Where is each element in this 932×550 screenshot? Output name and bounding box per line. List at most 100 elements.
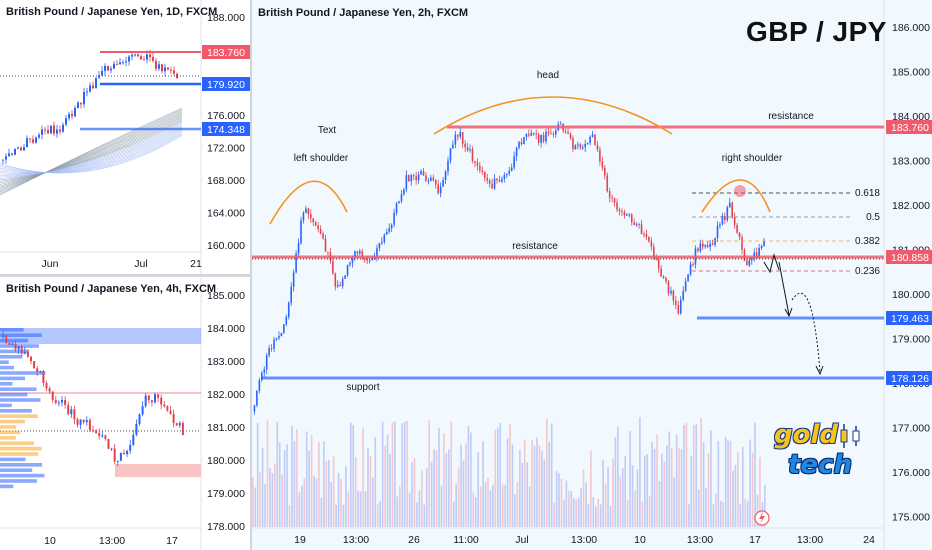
volume-bar bbox=[685, 422, 688, 527]
right-shoulder-marker[interactable] bbox=[734, 185, 746, 197]
volume-bar bbox=[550, 423, 553, 527]
axis-tick-label: 185.000 bbox=[892, 67, 930, 79]
volume-bar bbox=[310, 434, 313, 527]
chart-panel-4h[interactable]: 185.000 184.000 183.000 182.000 181.000 180.0… bbox=[0, 276, 250, 550]
volume-bar bbox=[408, 492, 411, 527]
projection-down-arrow[interactable] bbox=[778, 261, 790, 316]
volume-bar bbox=[705, 487, 707, 527]
volume-bar bbox=[636, 469, 639, 527]
left-shoulder-arc[interactable] bbox=[269, 180, 348, 225]
candle-body bbox=[2, 159, 4, 161]
price-tag: 179.463 bbox=[886, 311, 932, 325]
axis-tick-label: 160.000 bbox=[207, 240, 245, 252]
candle-body bbox=[107, 65, 109, 71]
axis-tick-label: 182.000 bbox=[892, 200, 930, 212]
candle-body bbox=[751, 257, 753, 261]
volume-bar bbox=[293, 441, 296, 527]
volume-bar bbox=[281, 474, 283, 527]
volume-bar bbox=[428, 420, 430, 527]
candle-body bbox=[643, 233, 645, 235]
time-axis-label: 13:00 bbox=[571, 534, 597, 546]
chart-panel-2h[interactable]: head Text left shoulder right shoulder r… bbox=[252, 0, 932, 550]
candle-body bbox=[137, 54, 139, 57]
axis-tick-label: 180.000 bbox=[207, 455, 245, 467]
candle-body bbox=[292, 272, 295, 287]
candle-body bbox=[459, 131, 462, 137]
projection-path[interactable] bbox=[763, 253, 780, 274]
right-shoulder-arc[interactable] bbox=[701, 179, 771, 213]
panel-divider-horizontal[interactable] bbox=[0, 274, 250, 276]
candle-body bbox=[128, 56, 130, 62]
volume-profile-bar bbox=[0, 441, 35, 445]
volume-profile-bar bbox=[0, 333, 42, 337]
volume-bar bbox=[418, 490, 421, 527]
moving-average-line bbox=[0, 114, 183, 188]
volume-bar bbox=[325, 461, 328, 527]
candle-body bbox=[733, 217, 736, 226]
candle-body bbox=[344, 275, 346, 279]
volume-bar bbox=[523, 439, 526, 527]
candle-body bbox=[738, 232, 741, 237]
volume-bar bbox=[651, 442, 653, 527]
candle-body bbox=[166, 406, 169, 411]
candle-body bbox=[368, 260, 371, 262]
moving-average-line bbox=[0, 133, 183, 173]
lightning-icon[interactable] bbox=[754, 510, 770, 526]
volume-bar bbox=[739, 504, 742, 527]
time-axis-label: 13:00 bbox=[797, 534, 823, 546]
moving-average-line bbox=[0, 125, 183, 175]
candle-body bbox=[584, 144, 586, 148]
candle-body bbox=[405, 175, 408, 190]
projection-dotted-path[interactable] bbox=[791, 292, 821, 373]
candle-body bbox=[672, 290, 675, 301]
volume-profile-bar bbox=[0, 468, 33, 472]
volume-bar bbox=[511, 444, 514, 527]
volume-bar bbox=[744, 498, 747, 527]
volume-profile-bar bbox=[0, 328, 24, 332]
volume-bar bbox=[291, 426, 293, 527]
chart-2h-canvas[interactable]: head Text left shoulder right shoulder r… bbox=[252, 0, 932, 550]
candle-body bbox=[682, 290, 684, 300]
candle-body bbox=[457, 134, 459, 137]
volume-bar bbox=[264, 484, 266, 527]
time-axis-label: 21 bbox=[190, 258, 202, 270]
candle-body bbox=[638, 224, 640, 226]
candle-body bbox=[540, 135, 542, 143]
volume-bar bbox=[746, 500, 749, 527]
logo-line-tech: tech bbox=[788, 450, 852, 480]
candle-body bbox=[131, 54, 133, 57]
candle-body bbox=[728, 202, 731, 208]
candle-body bbox=[110, 68, 112, 71]
candle-body bbox=[491, 183, 493, 189]
chart-1d-canvas[interactable]: 188.000184.000180.000176.000172.000168.0… bbox=[0, 0, 250, 274]
head-arc[interactable] bbox=[433, 96, 673, 135]
candle-body bbox=[488, 180, 491, 184]
volume-bar bbox=[734, 464, 737, 527]
panel-divider[interactable] bbox=[250, 0, 252, 550]
volume-bar bbox=[742, 447, 744, 527]
volume-bar bbox=[506, 438, 509, 527]
candle-body bbox=[709, 243, 711, 248]
candle-body bbox=[586, 142, 589, 145]
volume-bar bbox=[634, 490, 636, 527]
volume-bar bbox=[489, 490, 492, 527]
time-axis-label: 10 bbox=[44, 535, 56, 547]
candle-body bbox=[704, 245, 707, 247]
volume-profile-bar bbox=[0, 457, 26, 462]
volume-profile-bar bbox=[0, 365, 14, 370]
chart-panel-1d[interactable]: 188.000184.000180.000176.000172.000168.0… bbox=[0, 0, 250, 274]
candle-body bbox=[466, 147, 469, 151]
volume-bar bbox=[474, 497, 477, 527]
candle-body bbox=[278, 336, 280, 339]
candle-body bbox=[711, 243, 714, 245]
candle-body bbox=[692, 264, 694, 266]
candle-body bbox=[181, 422, 184, 436]
candle-body bbox=[134, 54, 136, 56]
candle-body bbox=[724, 215, 726, 220]
volume-bar bbox=[499, 422, 502, 527]
candle-body bbox=[270, 348, 273, 350]
volume-bar bbox=[722, 502, 724, 527]
volume-bar bbox=[470, 432, 472, 527]
chart-4h-canvas[interactable]: 185.000 184.000 183.000 182.000 181.000 180.0… bbox=[0, 276, 250, 550]
candle-body bbox=[655, 258, 658, 260]
